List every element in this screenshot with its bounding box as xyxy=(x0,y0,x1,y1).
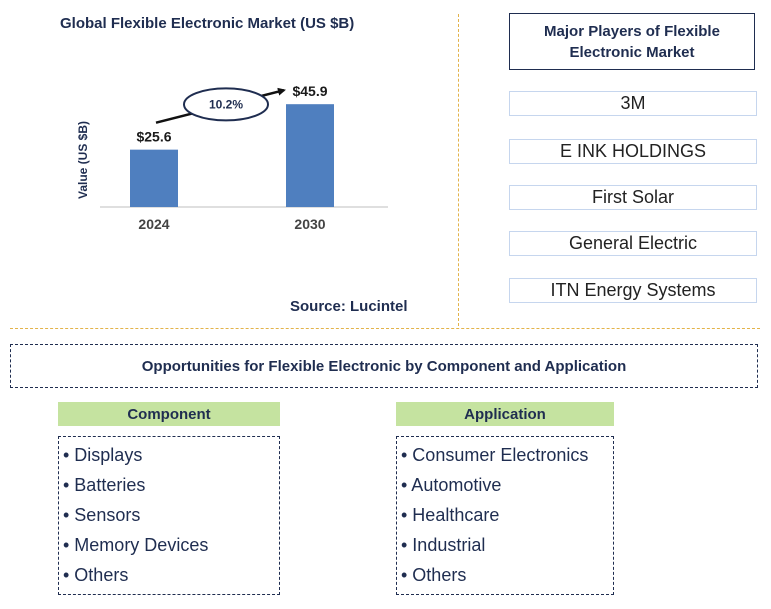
chart-title: Global Flexible Electronic Market (US $B… xyxy=(60,15,355,32)
player-item: ITN Energy Systems xyxy=(509,278,757,303)
list-item: • Industrial xyxy=(401,535,486,555)
bar-value-label: $25.6 xyxy=(136,129,171,145)
list-item: • Sensors xyxy=(63,505,141,525)
vertical-divider xyxy=(458,14,459,326)
component-header: Component xyxy=(58,402,280,426)
application-list: • Consumer Electronics • Automotive • He… xyxy=(396,436,614,595)
player-item: E INK HOLDINGS xyxy=(509,139,757,164)
x-tick-label: 2024 xyxy=(138,216,169,232)
bar-2024 xyxy=(130,149,178,207)
growth-rate-label: 10.2% xyxy=(209,97,243,111)
opportunities-title: Opportunities for Flexible Electronic by… xyxy=(10,344,758,388)
application-header: Application xyxy=(396,402,614,426)
player-item: 3M xyxy=(509,91,757,116)
list-item: • Consumer Electronics xyxy=(401,445,589,465)
player-item: First Solar xyxy=(509,185,757,210)
list-item: • Healthcare xyxy=(401,505,500,525)
bar-chart: $25.6 2024 $45.9 2030 10.2% xyxy=(100,83,388,232)
bar-2030 xyxy=(286,104,334,207)
opportunities-title-text: Opportunities for Flexible Electronic by… xyxy=(141,357,627,375)
horizontal-divider xyxy=(10,328,760,329)
list-item: • Others xyxy=(63,565,129,585)
list-item: • Memory Devices xyxy=(63,535,209,555)
players-title: Major Players of Flexible Electronic Mar… xyxy=(509,13,755,70)
growth-ellipse xyxy=(183,87,269,122)
players-title-text: Major Players of Flexible Electronic Mar… xyxy=(544,22,720,61)
player-item: General Electric xyxy=(509,231,757,256)
component-list: • Displays • Batteries • Sensors • Memor… xyxy=(58,436,280,595)
bar-value-label: $45.9 xyxy=(292,83,327,99)
list-item: • Batteries xyxy=(63,475,146,495)
chart-source: Source: Lucintel xyxy=(290,298,408,315)
list-item: • Others xyxy=(401,565,467,585)
list-item: • Automotive xyxy=(401,475,502,495)
x-tick-label: 2030 xyxy=(294,216,325,232)
list-item: • Displays xyxy=(63,445,143,465)
